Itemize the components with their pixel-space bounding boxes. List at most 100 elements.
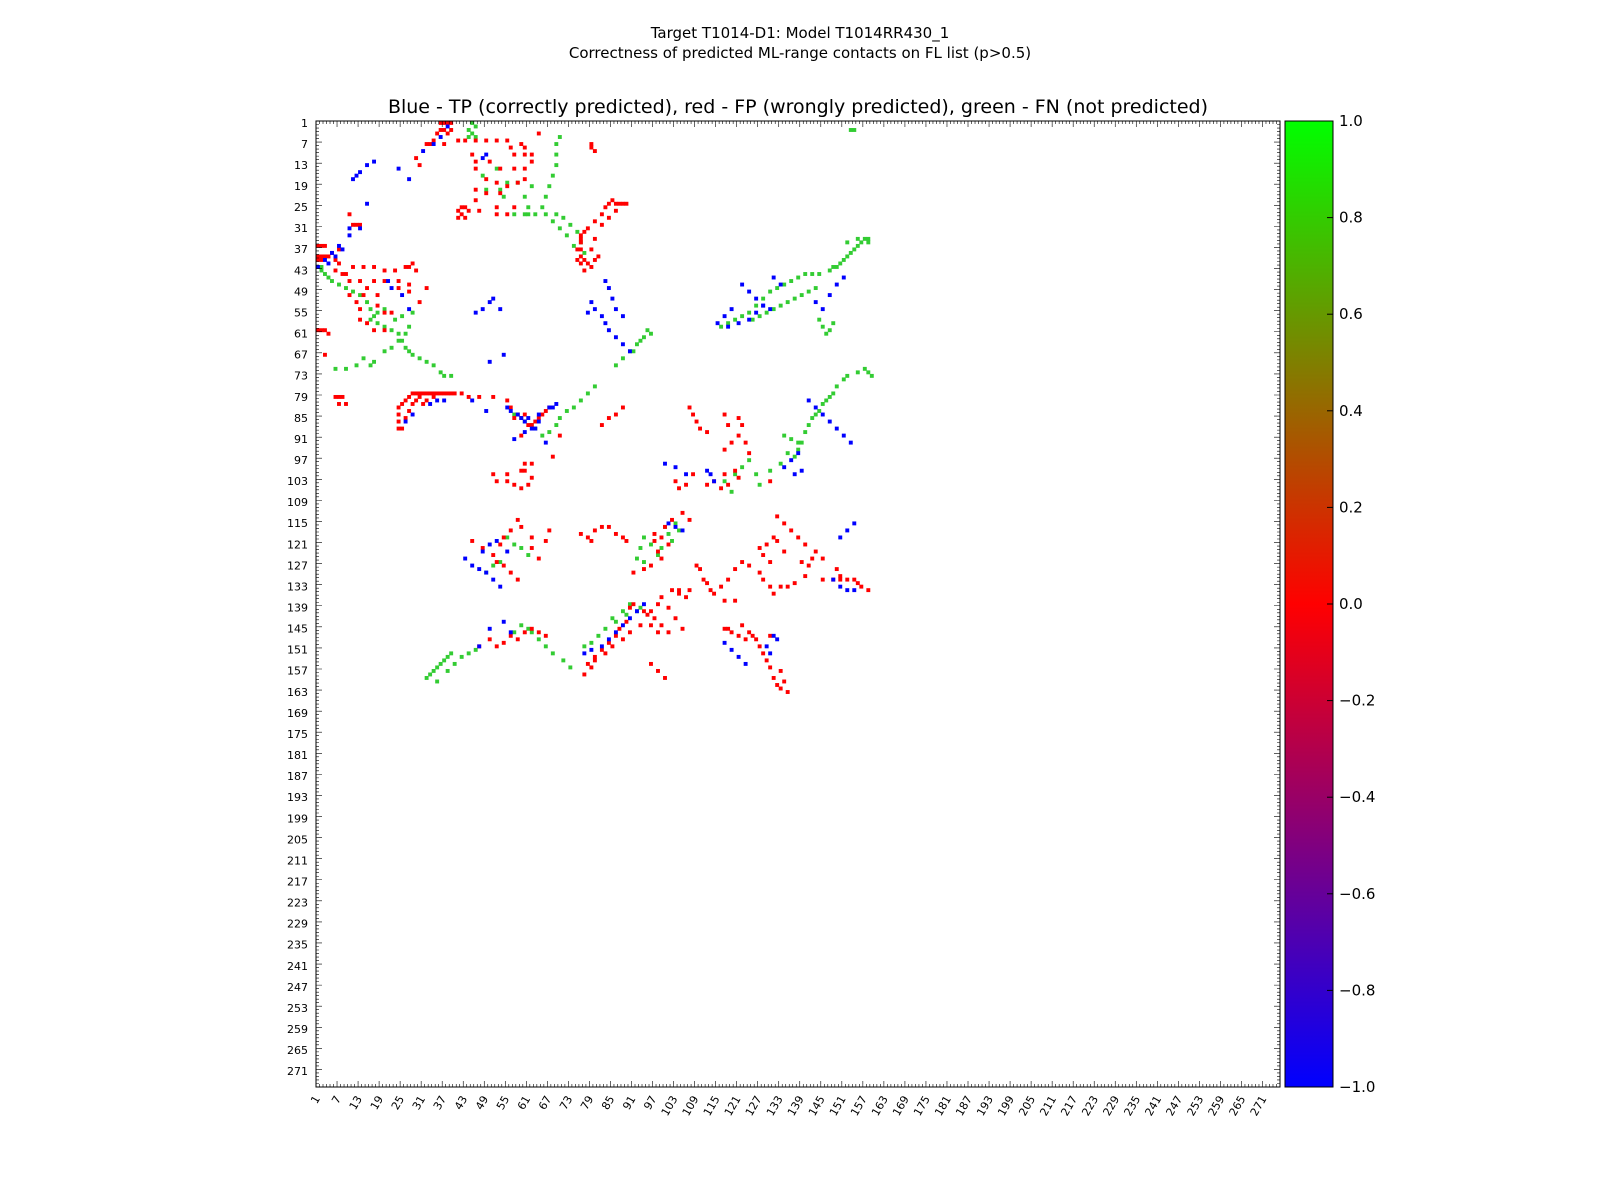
- cell-fn: [466, 128, 471, 132]
- cell-tp: [494, 539, 499, 543]
- cell-fn: [449, 373, 454, 378]
- cell-fn: [827, 328, 832, 333]
- cell-fp: [771, 676, 776, 680]
- cell-fp: [859, 584, 864, 589]
- cell-fn: [554, 163, 559, 168]
- cell-tp: [603, 279, 608, 283]
- cell-fp: [417, 391, 422, 396]
- cell-tp: [519, 416, 524, 420]
- y-tick-label: 157: [287, 665, 308, 678]
- cell-fn: [729, 489, 734, 494]
- cell-fn: [375, 321, 380, 326]
- cell-fp: [421, 391, 426, 396]
- cell-fn: [351, 289, 355, 294]
- cell-fn: [372, 314, 376, 319]
- cell-fp: [522, 166, 527, 171]
- cell-fp: [761, 577, 766, 582]
- cell-fn: [533, 212, 538, 217]
- cell-fp: [806, 563, 811, 568]
- x-tick-label: 115: [701, 1094, 723, 1119]
- cell-fn: [845, 373, 850, 378]
- cell-fn: [750, 317, 755, 322]
- cell-fn: [799, 440, 804, 445]
- x-tick-label: 145: [806, 1094, 828, 1119]
- cell-fn: [613, 363, 618, 368]
- cell-fn: [810, 272, 815, 276]
- x-tick-label: 187: [953, 1094, 975, 1119]
- cell-fp: [519, 486, 524, 491]
- cell-tp: [852, 588, 857, 593]
- cell-fp: [771, 591, 776, 596]
- cell-fp: [705, 482, 710, 487]
- y-tick-label: 67: [294, 349, 308, 362]
- cell-tp: [771, 633, 776, 638]
- x-tick-label: 1: [308, 1094, 323, 1107]
- cell-fn: [557, 135, 562, 139]
- cell-fp: [508, 570, 513, 575]
- cell-fp: [747, 630, 752, 635]
- cell-tp: [589, 300, 594, 305]
- cell-tp: [533, 426, 538, 431]
- x-tick-label: 25: [389, 1094, 407, 1113]
- cell-fn: [838, 261, 843, 266]
- cell-fp: [673, 479, 678, 484]
- cell-fn: [389, 345, 394, 350]
- cell-fn: [596, 633, 601, 638]
- cell-tp: [515, 412, 520, 417]
- figure-title-line2: Correctness of predicted ML-range contac…: [569, 44, 1031, 62]
- cell-fn: [480, 173, 485, 178]
- cell-fp: [319, 254, 324, 259]
- cell-fp: [351, 222, 355, 227]
- cell-fp: [466, 208, 471, 213]
- cell-tp: [505, 549, 510, 554]
- cell-fn: [512, 542, 517, 547]
- y-tick-label: 7: [301, 138, 308, 151]
- cell-fp: [694, 563, 699, 568]
- cell-fp: [785, 690, 790, 694]
- cell-tp: [428, 402, 433, 406]
- cell-fp: [323, 254, 327, 259]
- cell-fn: [337, 282, 341, 287]
- cell-fp: [428, 391, 433, 396]
- cell-fp: [719, 584, 724, 589]
- cell-fn: [424, 359, 429, 364]
- cell-fp: [680, 510, 685, 515]
- cell-fn: [543, 644, 548, 649]
- cell-fn: [466, 135, 471, 139]
- cell-fn: [435, 679, 440, 684]
- cell-fp: [403, 416, 408, 420]
- cell-fn: [519, 623, 524, 628]
- cell-fn: [677, 528, 681, 533]
- cell-fp: [736, 475, 741, 480]
- cell-fp: [438, 121, 443, 125]
- cell-fp: [589, 265, 594, 269]
- plot-frame: [315, 120, 1281, 1088]
- cell-tp: [333, 254, 338, 259]
- cell-fp: [778, 584, 783, 589]
- cell-tp: [351, 177, 355, 182]
- cell-fn: [431, 363, 436, 368]
- cell-tp: [729, 307, 734, 312]
- cell-fp: [498, 191, 503, 196]
- cell-fp: [775, 683, 780, 687]
- cell-fp: [680, 626, 685, 631]
- cell-fp: [438, 391, 443, 396]
- cell-tp: [470, 563, 475, 568]
- cell-fp: [575, 247, 580, 252]
- cell-tp: [712, 479, 717, 484]
- cell-fn: [473, 124, 478, 129]
- cell-fp: [456, 215, 461, 220]
- cell-fp: [484, 138, 489, 143]
- cell-fp: [582, 258, 587, 262]
- cell-fp: [508, 145, 513, 150]
- cell-fp: [529, 152, 534, 157]
- cell-fp: [372, 265, 376, 269]
- cell-fp: [407, 409, 412, 413]
- cell-fp: [585, 261, 590, 266]
- cell-tp: [708, 472, 713, 477]
- cell-fp: [326, 254, 331, 259]
- cell-fp: [642, 609, 646, 614]
- x-tick-label: 55: [494, 1094, 512, 1113]
- cell-tp: [666, 521, 671, 526]
- cell-tp: [620, 342, 625, 347]
